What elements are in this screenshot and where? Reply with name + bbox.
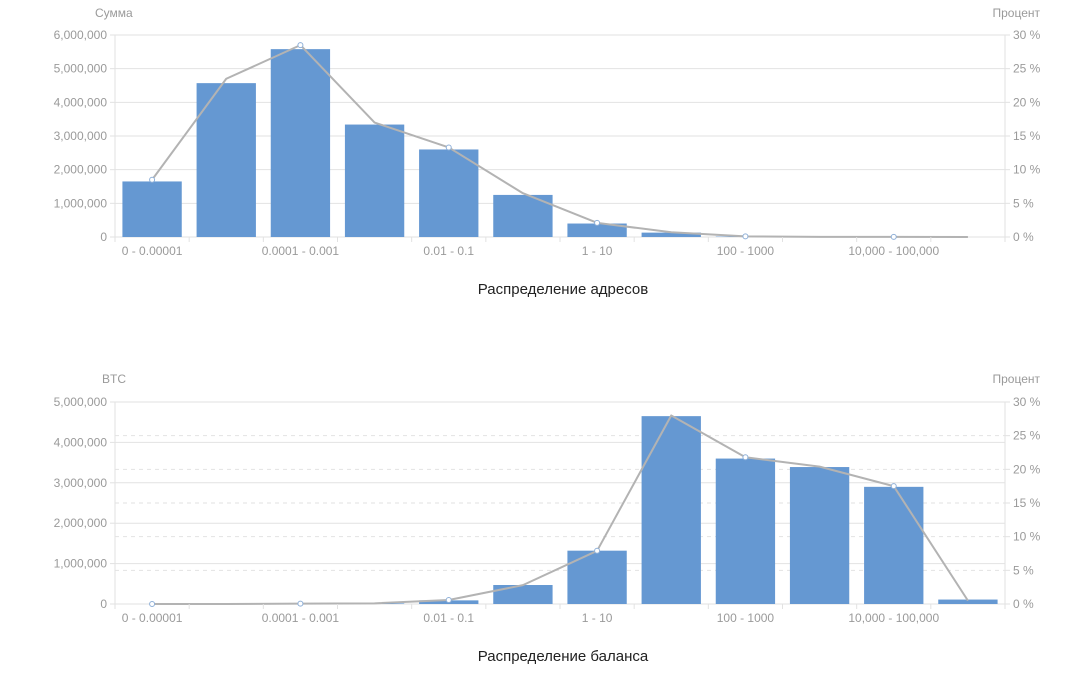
right-axis-title: Процент [992, 6, 1040, 20]
bar[interactable] [344, 124, 405, 237]
bar[interactable] [122, 181, 182, 237]
percent-point[interactable] [742, 454, 749, 461]
bar[interactable] [864, 486, 924, 604]
right-axis-title: Процент [992, 372, 1040, 386]
percent-point[interactable] [742, 233, 749, 240]
right-axis-tick-label: 25 % [1013, 62, 1041, 76]
right-axis-tick-label: 10 % [1013, 163, 1041, 177]
bar[interactable] [270, 49, 331, 237]
x-axis-tick-label: 0.01 - 0.1 [423, 244, 474, 258]
left-axis-tick-label: 1,000,000 [54, 557, 108, 571]
x-axis-tick-label: 0.0001 - 0.001 [262, 611, 340, 625]
right-axis-tick-label: 0 % [1013, 230, 1034, 244]
x-axis-tick-label: 0.0001 - 0.001 [262, 244, 340, 258]
right-axis-tick-label: 20 % [1013, 95, 1041, 109]
x-axis-tick-label: 10,000 - 100,000 [848, 244, 939, 258]
left-axis-tick-label: 0 [100, 230, 107, 244]
x-axis-tick-label: 1 - 10 [582, 244, 613, 258]
bar[interactable] [196, 83, 256, 237]
percent-point[interactable] [297, 42, 304, 49]
left-axis-tick-label: 3,000,000 [54, 476, 108, 490]
percent-point[interactable] [594, 219, 601, 226]
left-axis-tick-label: 5,000,000 [54, 62, 108, 76]
x-axis-tick-label: 100 - 1000 [717, 611, 775, 625]
percent-line [152, 414, 969, 605]
x-axis-tick-label: 0 - 0.00001 [122, 611, 183, 625]
bar[interactable] [938, 599, 998, 604]
x-axis-tick-label: 0.01 - 0.1 [423, 611, 474, 625]
percent-line [151, 44, 968, 238]
bar[interactable] [715, 458, 776, 604]
percent-point[interactable] [594, 547, 601, 554]
right-axis-tick-label: 5 % [1013, 196, 1034, 210]
right-axis-tick-label: 30 % [1013, 28, 1041, 42]
percent-point[interactable] [149, 601, 156, 607]
right-axis-tick-label: 15 % [1013, 129, 1041, 143]
right-axis-tick-label: 30 % [1013, 395, 1041, 409]
percent-point[interactable] [445, 144, 452, 151]
right-axis-tick-label: 10 % [1013, 530, 1041, 544]
bar[interactable] [641, 416, 701, 604]
right-axis-tick-label: 5 % [1013, 563, 1034, 577]
left-axis-title: BTC [102, 372, 126, 386]
percent-point[interactable] [149, 176, 156, 183]
percent-point[interactable] [890, 233, 897, 240]
x-axis-tick-label: 0 - 0.00001 [122, 244, 183, 258]
bar[interactable] [493, 585, 553, 604]
right-axis-tick-label: 0 % [1013, 597, 1034, 611]
x-axis-tick-label: 1 - 10 [582, 611, 613, 625]
percent-point[interactable] [445, 596, 452, 603]
bar[interactable] [567, 223, 627, 237]
right-axis-tick-label: 15 % [1013, 496, 1041, 510]
right-axis-tick-label: 20 % [1013, 462, 1041, 476]
chart-caption: Распределение адресов [478, 281, 648, 298]
right-axis-tick-label: 25 % [1013, 429, 1041, 443]
left-axis-tick-label: 0 [100, 597, 107, 611]
balance-distribution-chart: BTC Процент 0 1,000,000 2,000,000 3,000,000… [54, 372, 1041, 665]
left-axis-tick-label: 2,000,000 [54, 163, 108, 177]
address-distribution-chart: Сумма Процент 0 1,000,000 2,000,000 3,000,0… [54, 6, 1041, 298]
left-axis-tick-label: 2,000,000 [54, 516, 108, 530]
left-axis-tick-label: 3,000,000 [54, 129, 108, 143]
bar[interactable] [567, 550, 627, 604]
left-axis-tick-label: 4,000,000 [54, 435, 108, 449]
left-axis-tick-label: 5,000,000 [54, 395, 108, 409]
bar[interactable] [419, 149, 479, 237]
percent-point[interactable] [890, 483, 897, 490]
percent-point[interactable] [297, 600, 304, 607]
left-axis-title: Сумма [95, 6, 133, 20]
left-axis-tick-label: 4,000,000 [54, 95, 108, 109]
chart-caption: Распределение баланса [478, 648, 649, 665]
bar[interactable] [789, 467, 850, 604]
left-axis-tick-label: 1,000,000 [54, 196, 108, 210]
bar[interactable] [641, 232, 701, 237]
left-axis-tick-label: 6,000,000 [54, 28, 108, 42]
x-axis-tick-label: 100 - 1000 [717, 244, 775, 258]
x-axis-tick-label: 10,000 - 100,000 [848, 611, 939, 625]
